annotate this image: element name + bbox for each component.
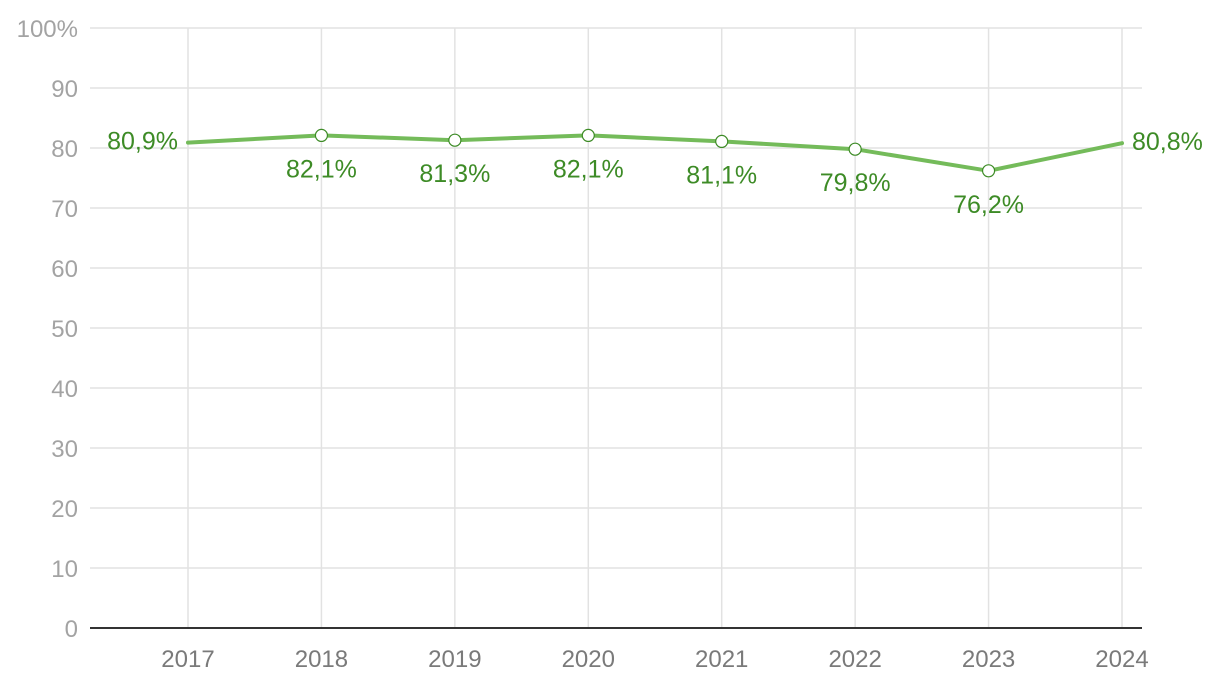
- y-tick-label: 40: [51, 376, 78, 403]
- data-point: [448, 133, 462, 147]
- data-point: [981, 164, 996, 178]
- data-point: [581, 128, 595, 142]
- y-tick-label: 50: [51, 316, 78, 343]
- y-tick-label: 80: [51, 136, 78, 163]
- x-tick-label: 2020: [562, 646, 615, 673]
- y-tick-label: 20: [51, 496, 78, 523]
- x-tick-label: 2019: [428, 646, 481, 673]
- x-tick-label: 2021: [695, 646, 748, 673]
- data-point: [715, 134, 729, 148]
- data-label: 80,9%: [107, 128, 178, 156]
- x-tick-label: 2023: [962, 646, 1015, 673]
- x-tick-label: 2018: [295, 646, 348, 673]
- data-label: 81,3%: [419, 160, 490, 188]
- data-label: 81,1%: [686, 161, 757, 189]
- y-tick-label: 70: [51, 196, 78, 223]
- data-point: [314, 128, 329, 142]
- data-label: 80,8%: [1132, 128, 1203, 156]
- series-line: [186, 133, 1124, 173]
- y-tick-label: 30: [51, 436, 78, 463]
- data-label: 79,8%: [820, 169, 891, 197]
- y-gridlines: [90, 27, 1142, 569]
- x-tick-label: 2022: [828, 646, 881, 673]
- x-gridlines: [187, 28, 1123, 628]
- x-tick-label: 2024: [1095, 646, 1148, 673]
- x-axis-ticks: 2017 2018 2019 2020 2021 2022 2023 2024: [161, 646, 1148, 673]
- y-tick-label: 0: [65, 616, 78, 643]
- y-tick-label: 90: [51, 76, 78, 103]
- y-tick-label: 10: [51, 556, 78, 583]
- data-point: [848, 142, 862, 156]
- x-tick-label: 2017: [161, 646, 214, 673]
- y-tick-label: 60: [51, 256, 78, 283]
- data-label: 76,2%: [953, 191, 1024, 219]
- y-tick-label: 100%: [17, 16, 78, 43]
- data-label: 82,1%: [286, 155, 357, 183]
- data-labels: 80,9% 82,1% 81,3% 82,1% 81,1% 79,8% 76,2% 80,8%: [107, 128, 1203, 219]
- data-label: 82,1%: [553, 155, 624, 183]
- data-point-markers: [314, 128, 996, 178]
- y-axis-ticks: 0 10 20 30 40 50 60 70 80 90 100%: [17, 16, 78, 643]
